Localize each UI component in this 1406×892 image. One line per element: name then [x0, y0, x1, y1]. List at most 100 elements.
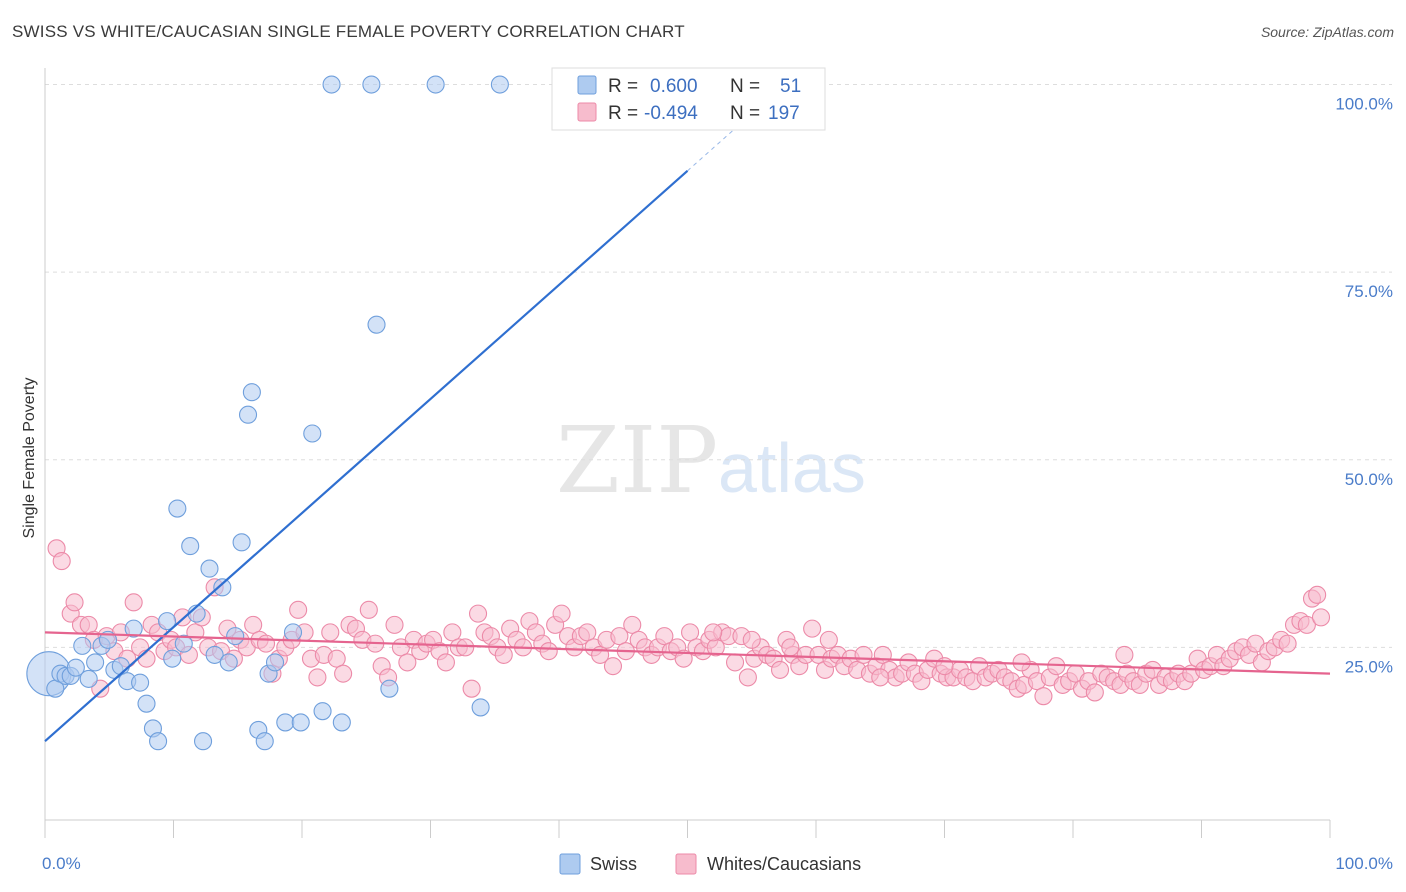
- swiss-series: [26, 75, 509, 751]
- swiss-point: [255, 732, 274, 751]
- swiss-point: [111, 657, 130, 676]
- watermark-zip: ZIP: [556, 407, 718, 514]
- whites-point: [436, 653, 455, 672]
- whites-point: [244, 615, 263, 634]
- whites-point: [308, 668, 327, 687]
- whites-point: [359, 600, 378, 619]
- swiss-point: [367, 315, 386, 334]
- swiss-point: [86, 653, 105, 672]
- whites-point: [91, 679, 110, 698]
- swiss-point: [79, 669, 98, 688]
- swiss-point: [131, 673, 150, 692]
- whites-point: [1297, 615, 1316, 634]
- whites-point: [725, 653, 745, 672]
- swiss-point: [232, 533, 251, 552]
- watermark-atlas: atlas: [718, 429, 866, 507]
- swiss-point: [276, 713, 295, 732]
- whites-point: [819, 630, 838, 649]
- swiss-point: [362, 75, 381, 94]
- whites-point: [1278, 634, 1297, 653]
- swiss-point: [181, 537, 200, 556]
- swiss-point: [73, 636, 92, 655]
- whites-point: [610, 627, 629, 646]
- y-axis-label: Single Female Poverty: [21, 378, 38, 539]
- y-tick-label-25: 25.0%: [1345, 657, 1393, 676]
- whites-point: [398, 653, 417, 672]
- legend: R = 0.600 N = 51 R = -0.494 N = 197: [551, 67, 826, 131]
- y-tick-labels: 25.0% 50.0% 75.0% 100.0%: [1335, 95, 1393, 677]
- whites-point: [1085, 683, 1104, 702]
- whites-point: [738, 668, 757, 687]
- swiss-point: [149, 732, 168, 751]
- swiss-point: [303, 424, 322, 443]
- legend-r-value-whites: -0.494: [644, 103, 698, 124]
- bottom-legend: Swiss Whites/Caucasians: [559, 853, 861, 875]
- swiss-point: [124, 619, 143, 638]
- swiss-trend-line: [44, 169, 689, 743]
- whites-point: [603, 657, 623, 676]
- whites-point: [623, 615, 642, 634]
- whites-point: [1012, 653, 1031, 672]
- legend-n-label-whites: N =: [730, 103, 760, 124]
- whites-point: [539, 642, 558, 661]
- whites-point: [256, 634, 276, 653]
- whites-point: [462, 679, 481, 698]
- whites-point: [327, 649, 346, 668]
- legend-n-value-whites: 197: [768, 103, 800, 124]
- swiss-point: [332, 713, 351, 732]
- swiss-point: [265, 653, 285, 672]
- swiss-point: [174, 634, 193, 653]
- whites-point: [873, 645, 892, 664]
- whites-point: [803, 619, 822, 638]
- chart-title: SWISS VS WHITE/CAUCASIAN SINGLE FEMALE P…: [12, 22, 685, 41]
- whites-trend-line: [44, 631, 1331, 675]
- whites-point: [770, 660, 790, 679]
- legend-r-label-swiss: R =: [608, 76, 638, 97]
- whites-point: [552, 604, 571, 623]
- whites-point: [334, 664, 353, 683]
- whites-point: [52, 552, 71, 571]
- swiss-point: [471, 698, 490, 717]
- whites-point: [1311, 608, 1331, 627]
- swiss-point: [200, 559, 219, 578]
- swiss-point: [66, 658, 85, 677]
- whites-point: [289, 600, 308, 619]
- swiss-point: [490, 75, 509, 94]
- swiss-point: [313, 702, 332, 721]
- swiss-point: [242, 383, 261, 402]
- whites-point: [578, 623, 597, 642]
- whites-series: [47, 539, 1331, 706]
- legend-r-value-swiss: 0.600: [650, 76, 698, 97]
- swiss-point: [322, 75, 341, 94]
- bottom-legend-swatch-whites: [675, 853, 697, 875]
- whites-point: [1115, 645, 1134, 664]
- whites-point: [704, 623, 723, 642]
- legend-n-label-swiss: N =: [730, 76, 760, 97]
- whites-point: [443, 623, 462, 642]
- swiss-point: [158, 612, 177, 631]
- y-tick-label-50: 50.0%: [1345, 470, 1393, 489]
- whites-point: [79, 615, 98, 634]
- legend-n-value-swiss: 51: [780, 76, 801, 97]
- chart-source: Source: ZipAtlas.com: [1260, 24, 1394, 40]
- whites-point: [655, 627, 674, 646]
- swiss-point: [219, 653, 238, 672]
- whites-point: [1308, 585, 1327, 604]
- whites-point: [681, 623, 700, 642]
- whites-point: [124, 593, 143, 612]
- whites-point: [871, 668, 890, 687]
- x-tick-label-max: 100.0%: [1335, 854, 1393, 873]
- whites-point: [742, 630, 761, 649]
- swiss-point: [380, 679, 399, 698]
- bottom-legend-swatch-swiss: [559, 853, 581, 875]
- whites-point: [385, 615, 404, 634]
- swiss-point: [205, 645, 224, 664]
- whites-point: [494, 645, 513, 664]
- whites-point: [321, 623, 340, 642]
- swiss-point: [194, 732, 213, 751]
- swiss-point: [291, 713, 310, 732]
- legend-r-label-whites: R =: [608, 103, 638, 124]
- whites-point: [1034, 687, 1053, 706]
- whites-point: [137, 649, 156, 668]
- x-tick-label-min: 0.0%: [42, 854, 81, 873]
